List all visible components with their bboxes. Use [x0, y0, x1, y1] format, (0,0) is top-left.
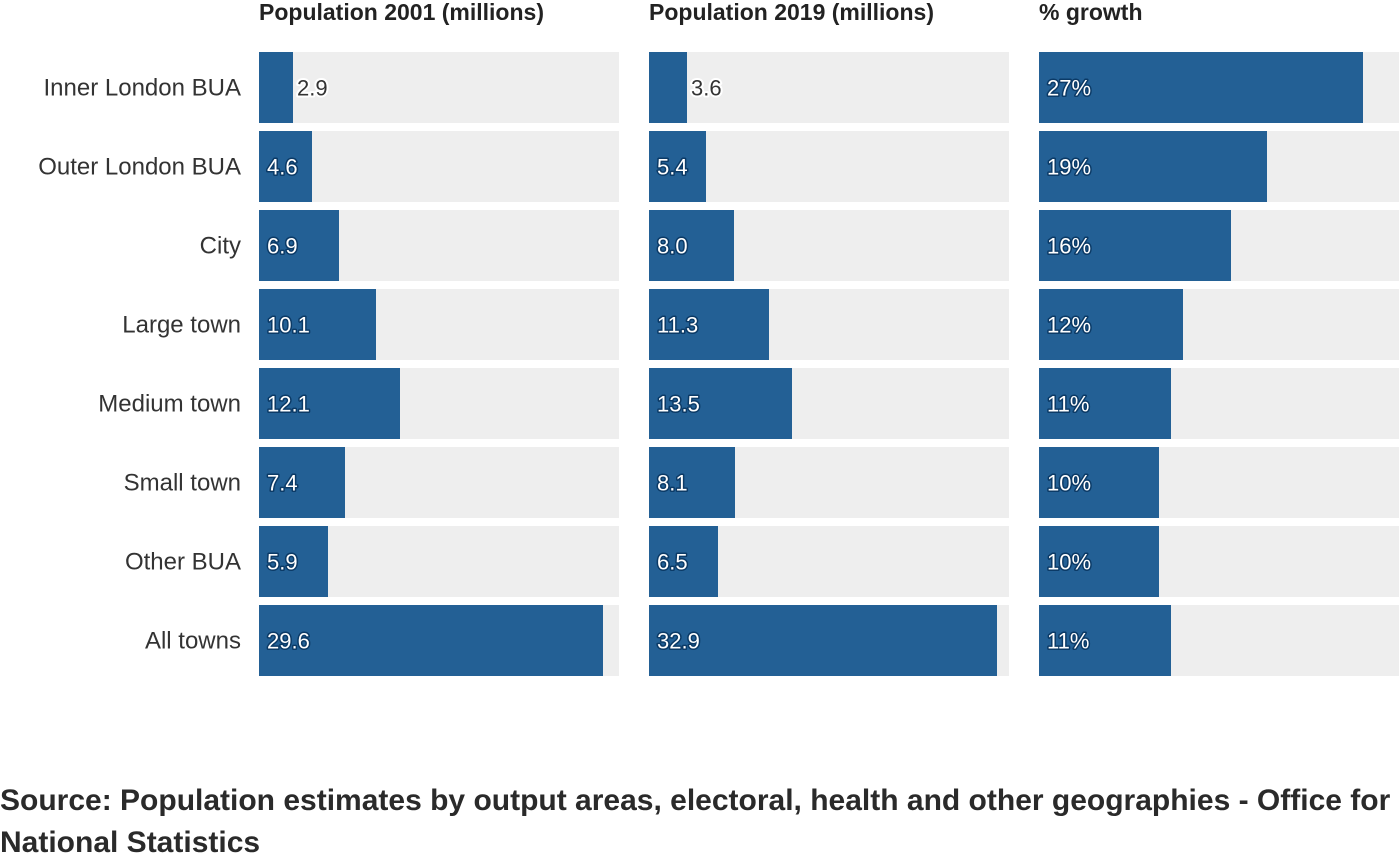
bar	[649, 131, 706, 202]
category-label: Small town	[124, 470, 241, 497]
category-label: Outer London BUA	[38, 154, 241, 181]
category-label: All towns	[145, 628, 241, 655]
bar	[259, 210, 339, 281]
data-label: 12%	[1047, 313, 1091, 338]
bar	[1039, 368, 1171, 439]
bar	[649, 52, 687, 123]
panel-title: Population 2019 (millions)	[649, 0, 934, 25]
bar	[1039, 289, 1183, 360]
data-label: 10.1	[267, 313, 310, 338]
bar	[1039, 605, 1171, 676]
data-label: 29.6	[267, 629, 310, 654]
data-label: 10%	[1047, 471, 1091, 496]
bar-track	[649, 52, 1009, 123]
bar	[649, 289, 769, 360]
bar	[649, 526, 718, 597]
data-label: 16%	[1047, 234, 1091, 259]
data-label: 5.4	[657, 155, 688, 180]
bar	[1039, 131, 1267, 202]
data-label: 12.1	[267, 392, 310, 417]
data-label: 4.6	[267, 155, 298, 180]
data-label: 8.0	[657, 234, 688, 259]
data-label: 7.4	[267, 471, 298, 496]
bar	[649, 210, 734, 281]
data-label: 11%	[1047, 629, 1089, 654]
data-label: 11%	[1047, 392, 1089, 417]
bar	[1039, 447, 1159, 518]
data-label: 3.6	[691, 76, 722, 101]
bar	[1039, 210, 1231, 281]
bar-track	[649, 131, 1009, 202]
data-label: 13.5	[657, 392, 700, 417]
data-label: 8.1	[657, 471, 688, 496]
bar	[259, 526, 328, 597]
bar-track	[259, 52, 619, 123]
panel-title: Population 2001 (millions)	[259, 0, 544, 25]
category-label: Other BUA	[125, 549, 241, 576]
bar	[649, 605, 997, 676]
bar	[259, 447, 345, 518]
bar	[259, 368, 400, 439]
category-label: Medium town	[98, 391, 241, 418]
bar	[1039, 526, 1159, 597]
data-label: 27%	[1047, 76, 1091, 101]
data-label: 5.9	[267, 550, 298, 575]
chart: Inner London BUA Outer London BUA City Larg…	[38, 0, 1399, 676]
category-label: Inner London BUA	[44, 75, 241, 102]
data-label: 10%	[1047, 550, 1091, 575]
bar	[259, 131, 312, 202]
bar	[259, 289, 376, 360]
bar	[1039, 52, 1363, 123]
bar	[649, 368, 792, 439]
panel-title: % growth	[1039, 0, 1143, 25]
bar	[649, 447, 735, 518]
category-label: City	[200, 233, 241, 260]
data-label: 6.9	[267, 234, 298, 259]
bar	[259, 605, 603, 676]
data-label: 32.9	[657, 629, 700, 654]
data-label: 2.9	[297, 76, 328, 101]
data-label: 19%	[1047, 155, 1091, 180]
bar-track	[259, 131, 619, 202]
data-label: 11.3	[657, 313, 698, 338]
source-note: Source: Population estimates by output a…	[0, 784, 1391, 859]
category-label: Large town	[122, 312, 241, 339]
data-label: 6.5	[657, 550, 688, 575]
bar	[259, 52, 293, 123]
